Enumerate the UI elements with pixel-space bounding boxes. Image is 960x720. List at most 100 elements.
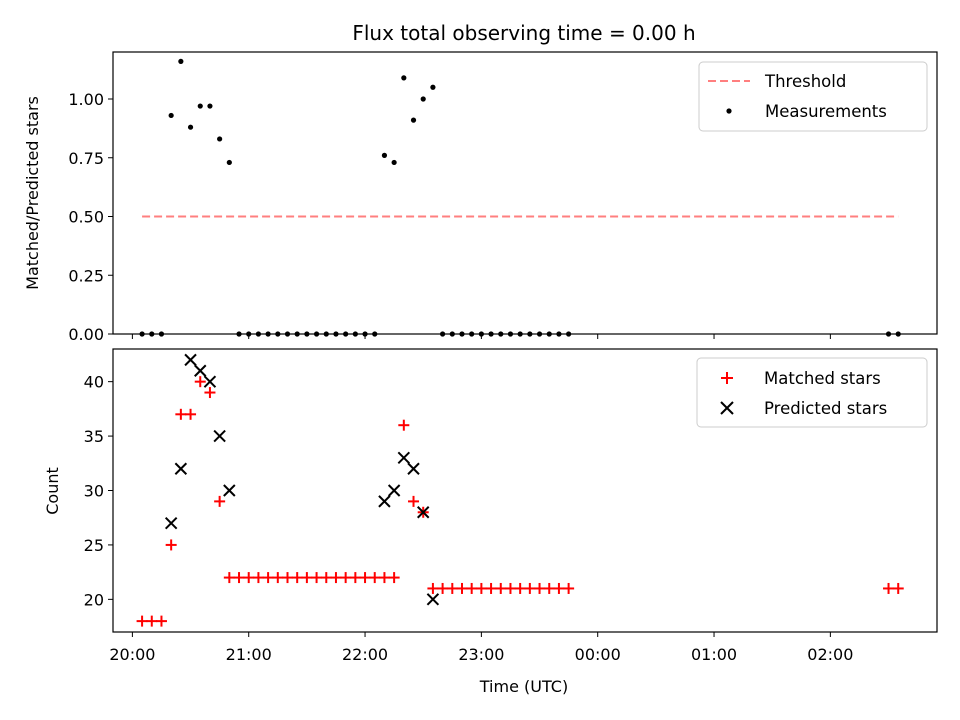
measurement-point (478, 331, 484, 337)
matched-point (398, 419, 410, 431)
matched-point (311, 572, 323, 584)
predicted-point (426, 593, 440, 606)
matched-point (214, 495, 226, 507)
matched-point (446, 582, 458, 594)
measurement-point (226, 159, 232, 166)
measurements-legend-label: Measurements (765, 102, 887, 121)
predicted-point (184, 353, 197, 367)
measurement-point (410, 117, 417, 123)
measurement-point (517, 331, 523, 337)
bottom-y-tick-label: 35 (84, 427, 104, 446)
measurement-point (343, 331, 349, 337)
bottom-y-ticks: 20 25 30 35 40 (84, 373, 113, 609)
measurement-point (401, 75, 407, 81)
matched-point (320, 572, 332, 584)
x-axis-label: Time (UTC) (479, 677, 568, 696)
bottom-y-tick-label: 40 (84, 373, 104, 392)
predicted-point (397, 451, 411, 465)
bottom-y-axis-label: Count (43, 467, 62, 515)
matched-point (175, 408, 187, 420)
measurement-point (304, 331, 310, 337)
bottom-y-tick-label: 20 (84, 590, 104, 609)
measurement-point (430, 84, 436, 90)
measurement-point (313, 331, 320, 337)
predicted-point (223, 484, 236, 497)
matched-point (233, 572, 245, 584)
predicted-point (203, 375, 217, 388)
matched-point (301, 572, 313, 584)
matched-point (485, 582, 497, 594)
matched-point (514, 582, 526, 594)
matched-point (543, 582, 555, 594)
matched-point (252, 572, 264, 584)
bottom-marks (136, 353, 904, 627)
measurement-point (885, 331, 892, 337)
matched-point (223, 572, 235, 584)
measurement-point (236, 331, 242, 337)
matched-point (146, 615, 158, 627)
x-tick-label: 20:00 (109, 645, 155, 664)
matched-point (349, 572, 361, 584)
measurement-point (207, 103, 213, 109)
measurement-point (333, 331, 339, 337)
top-legend: Threshold Measurements (698, 61, 928, 132)
matched-point (291, 572, 303, 584)
bottom-y-tick-label: 30 (84, 482, 104, 501)
measurement-point (187, 124, 194, 130)
measurement-point (895, 331, 901, 337)
measurement-point (352, 331, 358, 337)
matched-point (330, 572, 342, 584)
measurement-point (556, 331, 562, 337)
bottom-legend-box (696, 357, 928, 428)
measurement-point (323, 331, 329, 337)
matched-legend-swatch (721, 372, 733, 384)
measurement-point (139, 331, 145, 337)
measurement-point (197, 103, 203, 109)
top-marks (139, 58, 901, 337)
matched-point (883, 582, 895, 594)
predicted-point (194, 364, 207, 377)
bottom-x-ticks: 20:00 21:00 22:00 23:00 00:00 01:00 02:00 (109, 632, 853, 664)
top-y-tick-label: 0.25 (68, 266, 104, 285)
predicted-point (387, 484, 401, 497)
top-legend-box (698, 61, 928, 132)
predicted-point (213, 429, 226, 443)
x-tick-label: 23:00 (458, 645, 504, 664)
predicted-point (164, 516, 178, 530)
matched-point (456, 582, 468, 594)
measurement-point (362, 331, 368, 337)
measurements-legend-swatch (726, 108, 732, 114)
predicted-point (378, 495, 391, 508)
bottom-legend: Matched stars Predicted stars (696, 357, 928, 428)
threshold-legend-label: Threshold (764, 72, 846, 91)
x-tick-label: 00:00 (575, 645, 621, 664)
measurement-point (469, 331, 475, 337)
bottom-y-tick-label: 25 (84, 536, 104, 555)
measurement-point (158, 331, 165, 337)
measurement-point (536, 331, 543, 337)
measurement-point (284, 331, 291, 337)
matched-point (504, 582, 516, 594)
matched-point (359, 572, 371, 584)
measurement-point (149, 331, 155, 337)
matched-point (466, 582, 478, 594)
matched-point (427, 582, 439, 594)
matched-legend-label: Matched stars (764, 369, 881, 388)
matched-point (378, 572, 390, 584)
matched-point (155, 615, 167, 627)
top-y-axis-label: Matched/Predicted stars (23, 96, 42, 290)
measurement-point (381, 152, 388, 158)
matched-point (388, 572, 400, 584)
matched-point (194, 376, 206, 388)
matched-point (408, 495, 420, 507)
x-tick-label: 01:00 (691, 645, 737, 664)
measurement-point (498, 331, 504, 337)
matched-point (524, 582, 536, 594)
measurement-point (391, 159, 397, 166)
top-y-tick-label: 0.50 (68, 208, 104, 227)
measurement-point (488, 331, 494, 337)
predicted-legend-label: Predicted stars (764, 399, 887, 418)
top-panel: 0.00 0.25 0.50 0.75 1.00 Matched/Predicted s… (23, 51, 938, 344)
matched-point (563, 582, 575, 594)
